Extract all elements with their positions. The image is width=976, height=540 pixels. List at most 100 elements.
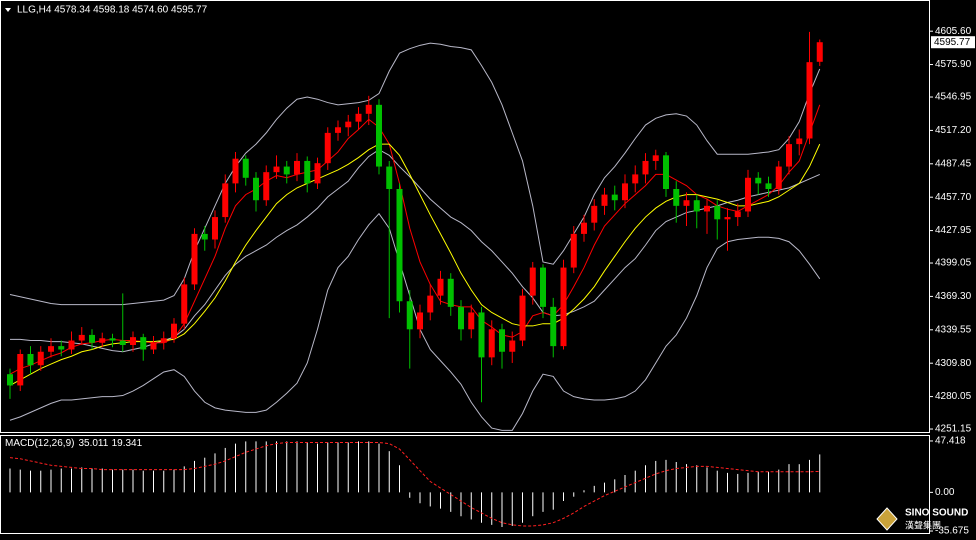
y-tick-label: 4517.20 [935, 125, 972, 136]
candle-body [263, 172, 270, 201]
main-pane [0, 0, 930, 433]
y-tick-label: 4309.80 [935, 358, 972, 369]
candle-body [68, 340, 75, 350]
candle-body [335, 127, 341, 133]
candle-body [417, 312, 423, 330]
candle-body [622, 183, 628, 201]
candle-body [314, 163, 321, 184]
candle-body [693, 200, 700, 212]
candle-body [458, 306, 464, 330]
candle-body [140, 337, 147, 350]
candle-body [519, 295, 526, 341]
candle-body [355, 113, 362, 122]
candle-body [806, 62, 813, 139]
candle-body [745, 177, 751, 212]
candle-body [663, 155, 669, 190]
candle-body [37, 351, 44, 366]
candle-body [386, 166, 393, 190]
y-tick-label: 4457.70 [935, 192, 972, 203]
candle-body [58, 346, 65, 350]
macd-name: MACD(12,26,9) [5, 438, 74, 449]
candle-body [786, 144, 792, 167]
candle-body [734, 211, 741, 218]
y-tick-label: 4251.15 [935, 424, 972, 435]
menu-arrow [5, 8, 11, 12]
candle-body [160, 338, 167, 343]
macd-pane [0, 435, 930, 534]
y-tick-label: 4369.30 [935, 291, 972, 302]
candle-body [447, 278, 454, 307]
indicator-line [10, 149, 820, 353]
candle-body [796, 138, 803, 145]
candle-body [560, 267, 567, 347]
macd-title: MACD(12,26,9) 35.011 19.341 [5, 438, 143, 449]
candle-body [376, 104, 382, 167]
candle-body [232, 158, 239, 184]
candle-body [611, 194, 618, 201]
price-tag [931, 36, 975, 49]
candle-body [437, 278, 444, 296]
candle-body [642, 160, 649, 175]
candle-body [540, 267, 546, 307]
candle-body [591, 205, 598, 223]
logo-subtitle: 漢聲集團 [905, 519, 941, 530]
candle-body [99, 338, 106, 343]
candle-body [529, 267, 536, 296]
candle-body [499, 329, 505, 352]
candle-body [171, 323, 177, 339]
candle-body [816, 42, 823, 62]
y-tick-label: 4487.45 [935, 158, 972, 169]
candle-body [7, 374, 13, 386]
candle-body [724, 217, 731, 220]
plot-area [9, 441, 821, 528]
candle-body [632, 174, 639, 184]
y-tick-label: 4339.55 [935, 324, 972, 335]
chart-title: LLG,H4 4578.34 4598.18 4574.60 4595.77 [17, 5, 208, 16]
y-tick-label: 0.00 [935, 487, 955, 498]
candle-body [109, 338, 116, 341]
candle-body [324, 132, 331, 164]
indicator-line [9, 42, 821, 306]
candle-body [488, 329, 495, 358]
candle-body [253, 177, 259, 201]
candle-body [468, 312, 475, 330]
indicator-line [9, 143, 821, 386]
candle-body [673, 189, 680, 206]
plot-area [7, 31, 823, 431]
candle-body [89, 334, 95, 343]
candle-body [27, 353, 34, 366]
candle-body [150, 342, 157, 350]
price-tag-label: 4595.77 [934, 37, 971, 48]
candle-body [396, 189, 403, 302]
candle-body [201, 233, 208, 240]
candle-body [242, 158, 249, 178]
candle-body [652, 155, 659, 161]
logo-text: SINO SOUND [905, 508, 968, 519]
candle-body [601, 194, 608, 206]
candle-body [570, 233, 577, 268]
y-tick-label: 4427.95 [935, 225, 972, 236]
candle-body [365, 104, 372, 114]
signal-line [9, 442, 820, 527]
candle-body [714, 205, 721, 220]
candle-body [181, 284, 188, 324]
y-tick-label: 4575.90 [935, 59, 972, 70]
candle-body [478, 312, 485, 358]
candle-body [581, 222, 587, 234]
candle-body [283, 166, 290, 175]
candle-body [294, 160, 300, 175]
y-tick-label: 4280.05 [935, 391, 972, 402]
candle-body [427, 295, 434, 313]
macd-value: 19.341 [112, 438, 143, 449]
candle-body [550, 306, 557, 347]
candle-body [304, 160, 311, 184]
y-tick-label: 4399.05 [935, 258, 972, 269]
candle-body [765, 183, 772, 190]
candle-body [222, 183, 229, 218]
indicator-line [9, 212, 821, 431]
y-tick-label: 4605.60 [935, 26, 972, 37]
candle-body [683, 200, 690, 206]
logo: SINO SOUND 漢聲集團 [876, 507, 968, 531]
candle-body [212, 217, 218, 240]
